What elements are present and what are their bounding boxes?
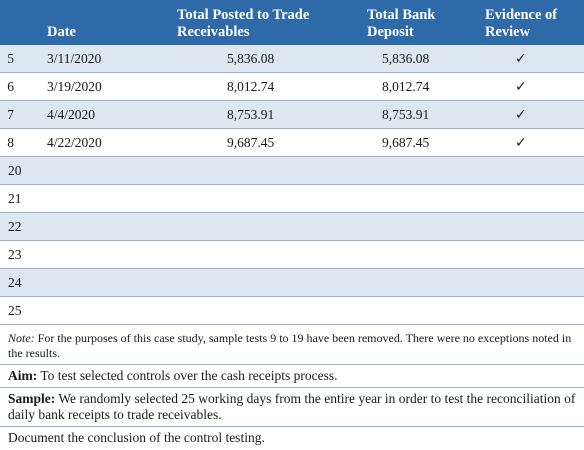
table-row: 8 4/22/2020 9,687.45 9,687.45 ✓	[0, 129, 584, 157]
row-date: 4/4/2020	[47, 107, 96, 122]
row-number: 8	[7, 135, 14, 150]
table-row: 22	[0, 213, 584, 241]
notes-section: Note: For the purposes of this case stud…	[0, 323, 584, 450]
note-paragraph: Note: For the purposes of this case stud…	[8, 331, 578, 361]
table-row: 6 3/19/2020 8,012.74 8,012.74 ✓	[0, 73, 584, 101]
row-number: 7	[7, 107, 14, 122]
divider	[0, 387, 584, 388]
header-date: Date	[47, 24, 76, 40]
divider	[0, 426, 584, 427]
header-total-posted: Total Posted to Trade Receivables	[177, 7, 309, 41]
row-number: 24	[8, 275, 22, 290]
header-total-posted-line2: Receivables	[177, 24, 250, 40]
checkmark-icon: ✓	[515, 135, 527, 151]
row-date: 3/19/2020	[47, 79, 102, 94]
checkmark-icon: ✓	[515, 51, 527, 67]
row-number: 21	[8, 191, 22, 206]
row-total-bank: 5,836.08	[382, 51, 430, 66]
table-row: 21	[0, 185, 584, 213]
header-total-bank: Total Bank Deposit	[367, 7, 435, 41]
row-number: 25	[8, 303, 22, 318]
header-evidence-line1: Evidence of	[485, 7, 558, 23]
conclusion-instruction: Document the conclusion of the control t…	[8, 430, 265, 445]
header-evidence-line2: Review	[485, 24, 531, 40]
header-total-posted-line1: Total Posted to Trade	[177, 7, 310, 23]
row-number: 22	[8, 219, 22, 234]
divider	[0, 364, 584, 365]
table-row: 25	[0, 297, 584, 325]
sample-label: Sample:	[8, 391, 56, 406]
row-total-posted: 8,012.74	[227, 79, 275, 94]
note-text: For the purposes of this case study, sam…	[8, 331, 572, 360]
row-total-bank: 9,687.45	[382, 135, 430, 150]
row-total-bank: 8,012.74	[382, 79, 430, 94]
row-total-bank: 8,753.91	[382, 107, 430, 122]
row-number: 6	[7, 79, 14, 94]
row-total-posted: 8,753.91	[227, 107, 275, 122]
aim-text: To test selected controls over the cash …	[37, 368, 338, 383]
table-row: 7 4/4/2020 8,753.91 8,753.91 ✓	[0, 101, 584, 129]
row-date: 3/11/2020	[47, 51, 102, 66]
sample-paragraph: Sample: We randomly selected 25 working …	[8, 391, 578, 423]
aim-label: Aim:	[8, 368, 38, 383]
row-date: 4/22/2020	[47, 135, 102, 150]
table-row: 23	[0, 241, 584, 269]
table-row: 20	[0, 157, 584, 185]
table-header: Date Total Posted to Trade Receivables T…	[0, 0, 584, 45]
table-row: 5 3/11/2020 5,836.08 5,836.08 ✓	[0, 45, 584, 73]
header-total-bank-line2: Deposit	[367, 24, 414, 40]
row-number: 5	[7, 51, 14, 66]
table-row: 24	[0, 269, 584, 297]
row-number: 23	[8, 247, 22, 262]
checkmark-icon: ✓	[515, 79, 527, 95]
sample-text: We randomly selected 25 working days fro…	[8, 391, 576, 422]
checkmark-icon: ✓	[515, 107, 527, 123]
aim-paragraph: Aim: To test selected controls over the …	[8, 368, 578, 384]
header-evidence-of-review: Evidence of Review	[485, 7, 557, 41]
row-total-posted: 9,687.45	[227, 135, 275, 150]
row-number: 20	[8, 163, 22, 178]
note-label: Note:	[8, 331, 35, 345]
row-total-posted: 5,836.08	[227, 51, 275, 66]
header-total-bank-line1: Total Bank	[367, 7, 436, 23]
